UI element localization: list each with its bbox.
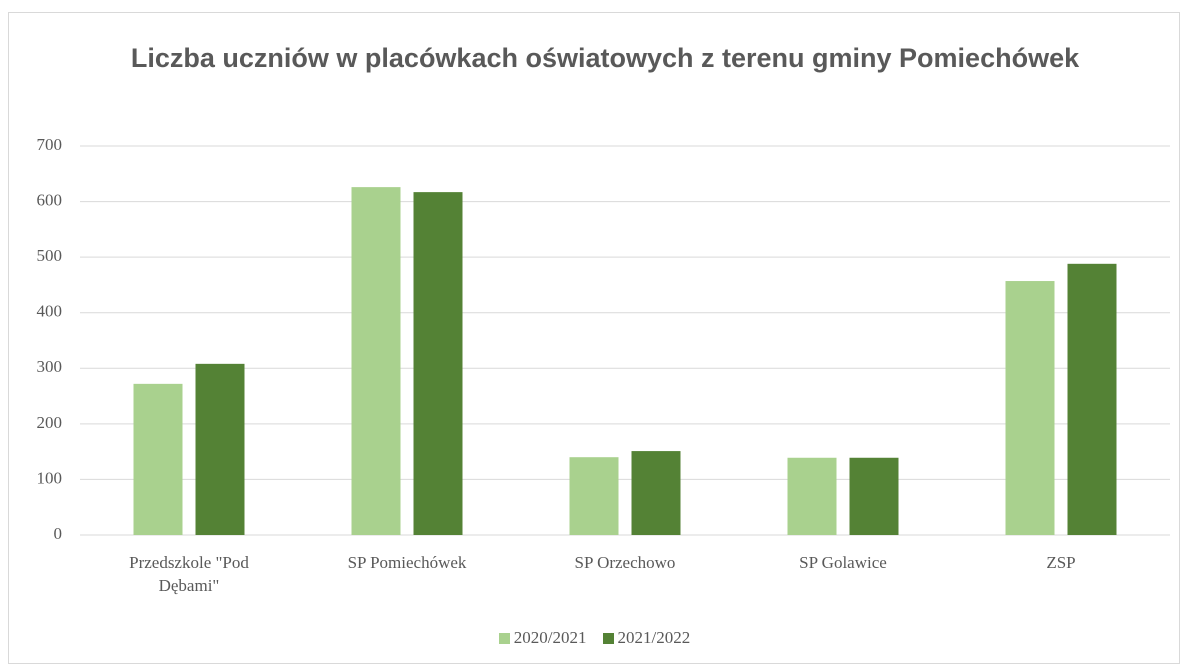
x-tick-label: SP Pomiechówek xyxy=(347,553,467,572)
legend: 2020/2021 2021/2022 xyxy=(0,628,1189,648)
bar xyxy=(1005,281,1055,535)
bar xyxy=(133,383,183,535)
bar xyxy=(351,187,401,535)
bar xyxy=(631,451,681,535)
y-tick-label: 100 xyxy=(37,468,63,487)
x-tick-label: ZSP xyxy=(1046,553,1076,572)
y-tick-label: 0 xyxy=(54,524,63,543)
legend-label: 2020/2021 xyxy=(513,628,587,647)
x-tick-label: SP Orzechowo xyxy=(574,553,676,572)
y-tick-label: 700 xyxy=(37,135,63,154)
legend-swatch xyxy=(602,632,614,644)
y-tick-label: 300 xyxy=(37,357,63,376)
y-tick-label: 400 xyxy=(37,302,63,321)
y-tick-label: 600 xyxy=(37,190,63,209)
legend-label: 2021/2022 xyxy=(617,628,691,647)
bar xyxy=(1067,263,1117,535)
legend-entry: 2021/2022 xyxy=(602,628,691,648)
x-tick-label: SP Golawice xyxy=(799,553,887,572)
bar xyxy=(787,457,837,535)
x-tick-label: Przedszkole "Pod Dębami" xyxy=(129,553,249,595)
bar xyxy=(569,457,619,535)
bar xyxy=(195,363,245,535)
bar xyxy=(413,192,463,536)
y-tick-label: 500 xyxy=(37,246,63,265)
legend-entry: 2020/2021 xyxy=(498,628,587,648)
legend-swatch xyxy=(498,632,510,644)
chart-title: Liczba uczniów w placówkach oświatowych … xyxy=(130,43,1080,73)
y-tick-label: 200 xyxy=(37,413,63,432)
bar xyxy=(849,457,899,535)
chart-frame xyxy=(8,12,1180,664)
